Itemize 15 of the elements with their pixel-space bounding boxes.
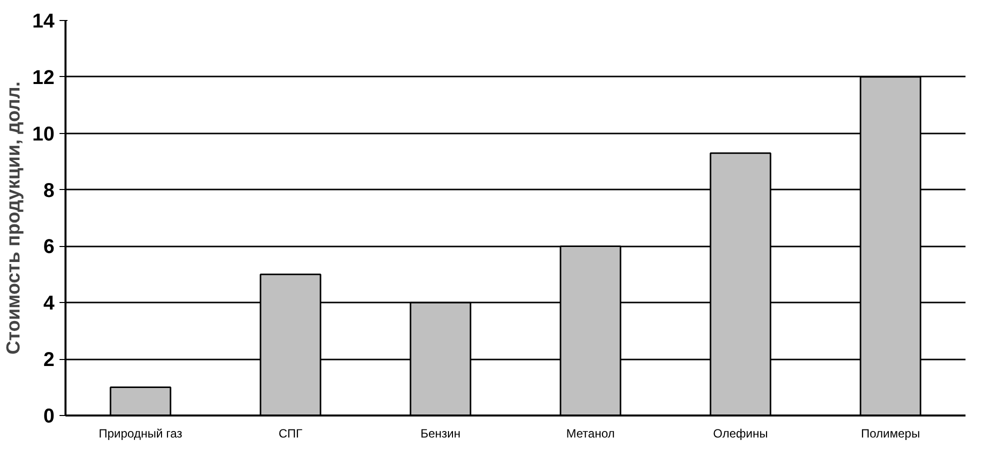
x-tick-label: СПГ [278, 426, 303, 440]
y-tick-label: 6 [43, 236, 54, 258]
x-tick-label: Природный газ [98, 426, 183, 440]
x-tick-label: Бензин [420, 426, 461, 440]
y-tick-label: 4 [43, 292, 56, 315]
x-tick-label: Олефины [713, 426, 768, 440]
y-tick-label: 10 [32, 123, 55, 146]
y-tick-label: 12 [32, 66, 55, 89]
x-tick-label: Метанол [566, 426, 615, 440]
y-tick-label: 2 [43, 349, 54, 372]
x-tick-label: Полимеры [861, 426, 920, 440]
y-axis-title: Стоимость продукции, долл. [3, 81, 24, 355]
y-tick-label: 0 [43, 406, 54, 428]
y-tick-label: 14 [32, 10, 56, 32]
y-tick-label: 8 [43, 180, 54, 202]
